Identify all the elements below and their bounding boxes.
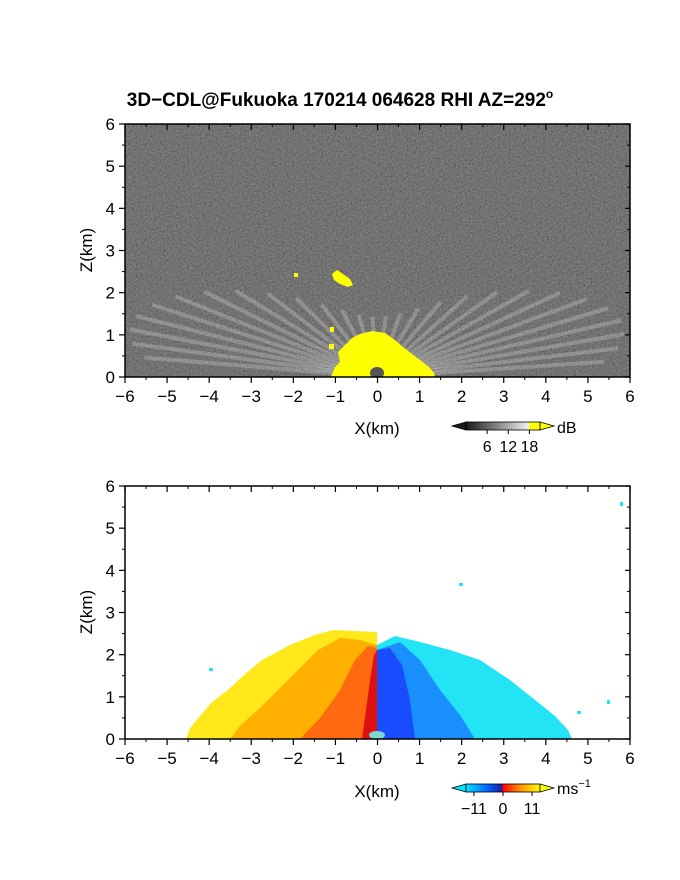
- y-tick-label: 3: [106, 242, 115, 261]
- velocity-x-axis-label: X(km): [354, 782, 399, 801]
- x-tick-label: −4: [199, 387, 218, 406]
- x-tick-label: −2: [284, 749, 303, 768]
- velocity-y-axis-label: Z(km): [77, 590, 96, 634]
- velocity-region-negative-inner: [300, 646, 377, 739]
- y-tick-label: 4: [106, 561, 115, 580]
- reflectivity-saturated-speckle: [330, 327, 334, 332]
- reflectivity-colorbar: 6 12 18 dB: [450, 420, 577, 456]
- velocity-near-site-marker: [369, 731, 385, 739]
- reflectivity-saturated-region-ground: [331, 331, 435, 377]
- y-tick-label: 2: [106, 646, 115, 665]
- reflectivity-colorbar-low-triangle: [450, 421, 467, 431]
- x-tick-label: 3: [499, 749, 508, 768]
- x-tick-label: −6: [115, 749, 134, 768]
- velocity-colorbar: −11 0 11 ms−1: [450, 778, 591, 818]
- reflectivity-colorbar-unit: dB: [557, 420, 577, 437]
- y-tick-label: 2: [106, 284, 115, 303]
- colorbar-tick-label: 6: [483, 439, 492, 456]
- y-tick-label: 0: [106, 368, 115, 387]
- x-tick-label: 3: [499, 387, 508, 406]
- y-tick-label: 1: [106, 326, 115, 345]
- x-tick-label: −6: [115, 387, 134, 406]
- y-tick-label: 4: [106, 199, 115, 218]
- reflectivity-saturated-speckle: [294, 273, 298, 277]
- reflectivity-colorbar-high-triangle: [539, 421, 556, 431]
- velocity-speckle: [209, 668, 213, 671]
- x-tick-label: 0: [373, 749, 382, 768]
- x-tick-label: 4: [541, 387, 550, 406]
- x-tick-label: 0: [373, 387, 382, 406]
- x-tick-label: −4: [199, 749, 218, 768]
- x-tick-label: −1: [326, 749, 345, 768]
- reflectivity-x-axis-label: X(km): [354, 419, 399, 438]
- velocity-speckle: [459, 583, 463, 586]
- colorbar-tick-label: 11: [524, 801, 541, 818]
- x-tick-label: 1: [415, 387, 424, 406]
- x-tick-label: 6: [625, 749, 634, 768]
- y-tick-label: 5: [106, 157, 115, 176]
- x-tick-label: 5: [583, 749, 592, 768]
- y-tick-label: 6: [106, 115, 115, 134]
- colorbar-tick-label: 0: [499, 801, 508, 818]
- reflectivity-axes: −6 −5 −4 −3 −2 −1 0 1 2 3 4 5 6 0 1 2 3 4 5 6: [106, 115, 635, 406]
- velocity-axes: −6 −5 −4 −3 −2 −1 0 1 2 3 4 5 6 0 1 2 3 4 5 6: [106, 477, 635, 768]
- y-tick-label: 5: [106, 519, 115, 538]
- velocity-colorbar-bar: [465, 783, 541, 793]
- x-tick-label: −1: [326, 387, 345, 406]
- velocity-speckle: [577, 711, 581, 714]
- velocity-speckle: [620, 502, 623, 506]
- x-tick-label: 4: [541, 749, 550, 768]
- x-tick-label: −5: [157, 387, 176, 406]
- colorbar-tick-label: 12: [499, 439, 517, 456]
- velocity-colorbar-unit: ms−1: [557, 778, 591, 798]
- velocity-region-positive-inner: [377, 648, 415, 739]
- x-tick-label: 2: [457, 749, 466, 768]
- velocity-region-negative-core: [362, 650, 381, 739]
- chart-title: 3D−CDL@Fukuoka 170214 064628 RHI AZ=292o: [127, 87, 554, 111]
- x-tick-label: 5: [583, 387, 592, 406]
- x-tick-label: −2: [284, 387, 303, 406]
- x-tick-label: −5: [157, 749, 176, 768]
- y-tick-label: 1: [106, 688, 115, 707]
- velocity-panel: −6 −5 −4 −3 −2 −1 0 1 2 3 4 5 6 0 1 2 3 4 5 6 X(km) Z(km) −…: [77, 477, 635, 818]
- velocity-speckle: [607, 700, 610, 704]
- y-tick-label: 3: [106, 604, 115, 623]
- velocity-field: [186, 502, 623, 739]
- colorbar-tick-label: −11: [461, 801, 487, 818]
- colorbar-tick-label: 18: [521, 439, 539, 456]
- reflectivity-saturated-patch-aloft: [332, 270, 353, 287]
- x-tick-label: −3: [242, 749, 261, 768]
- velocity-colorbar-high-triangle: [539, 783, 556, 793]
- y-tick-label: 6: [106, 477, 115, 496]
- chart-title-degree: o: [546, 87, 553, 101]
- x-tick-label: 1: [415, 749, 424, 768]
- reflectivity-y-axis-label: Z(km): [77, 228, 96, 272]
- radar-site-marker: [370, 367, 384, 377]
- x-tick-label: 6: [625, 387, 634, 406]
- reflectivity-colorbar-bar: [465, 421, 541, 431]
- y-tick-label: 0: [106, 730, 115, 749]
- x-tick-label: −3: [242, 387, 261, 406]
- x-tick-label: 2: [457, 387, 466, 406]
- reflectivity-saturated-speckle: [329, 344, 334, 349]
- velocity-colorbar-low-triangle: [450, 783, 467, 793]
